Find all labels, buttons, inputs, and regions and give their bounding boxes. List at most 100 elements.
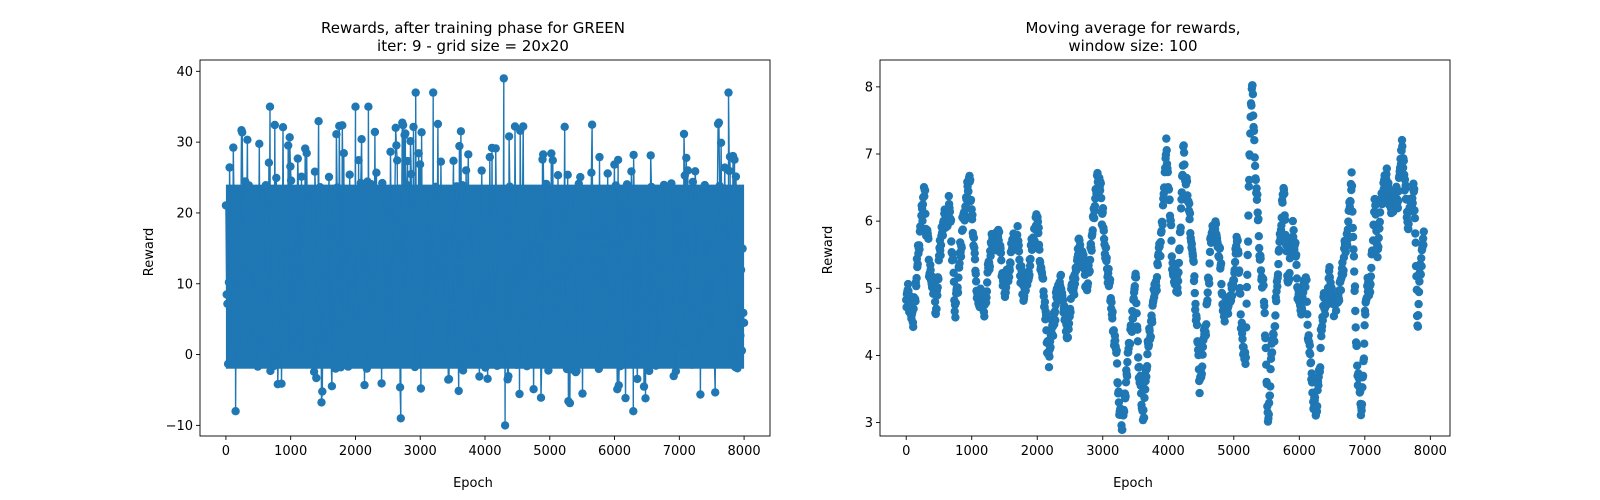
moving-average-point <box>1229 276 1239 285</box>
moving-average-point <box>1131 273 1141 282</box>
moving-average-point <box>1220 317 1229 326</box>
moving-average-point <box>1152 286 1161 295</box>
reward-point <box>300 270 309 280</box>
reward-point <box>272 173 281 183</box>
moving-average-point <box>1153 260 1163 270</box>
reward-point <box>533 299 543 308</box>
reward-point <box>498 209 507 219</box>
reward-point <box>410 362 420 372</box>
reward-point <box>379 288 388 297</box>
rewards-chart-y-tick-label: 20 <box>176 206 193 221</box>
reward-point <box>648 316 658 325</box>
reward-point <box>338 184 348 193</box>
reward-point <box>438 312 447 322</box>
reward-point <box>374 278 383 287</box>
reward-point <box>548 156 557 165</box>
reward-point <box>567 342 577 352</box>
reward-point <box>493 310 503 320</box>
reward-point <box>246 335 256 344</box>
moving-average-point <box>1191 299 1200 309</box>
reward-point <box>734 279 743 289</box>
moving-average-point <box>1056 270 1066 280</box>
reward-point <box>278 291 287 300</box>
reward-point <box>385 292 394 302</box>
moving-average-point <box>1357 406 1366 415</box>
moving-average-point <box>1132 309 1141 318</box>
moving-average-point <box>1398 142 1407 151</box>
reward-point <box>447 250 457 259</box>
moving-average-point <box>1243 237 1253 246</box>
moving-average-chart-x-tick-label: 4000 <box>1152 444 1185 459</box>
reward-point <box>592 277 601 286</box>
moving-average-point <box>1025 261 1035 270</box>
reward-point <box>435 292 444 301</box>
moving-average-point <box>1158 220 1167 229</box>
reward-point <box>682 153 691 163</box>
reward-point <box>602 260 612 269</box>
reward-point <box>383 200 392 210</box>
moving-average-point <box>1176 223 1185 232</box>
moving-average-point <box>1358 383 1367 392</box>
reward-point <box>725 166 734 176</box>
reward-point <box>705 302 715 311</box>
reward-point <box>268 230 277 239</box>
moving-average-point <box>971 269 980 279</box>
reward-point <box>494 194 503 203</box>
moving-average-point <box>1358 371 1368 380</box>
rewards-chart-y-tick-label: 30 <box>176 136 193 151</box>
reward-point <box>505 182 514 191</box>
moving-average-point <box>1205 279 1214 288</box>
reward-point <box>484 309 493 318</box>
moving-average-point <box>1265 391 1275 400</box>
reward-point <box>485 152 494 162</box>
reward-point <box>275 316 284 325</box>
reward-point <box>566 255 575 264</box>
reward-point <box>391 123 400 132</box>
reward-point <box>285 133 294 142</box>
reward-point <box>593 330 602 339</box>
moving-average-point <box>1261 334 1270 343</box>
reward-point <box>362 364 371 373</box>
rewards-chart-x-tick-label: 1000 <box>274 444 307 459</box>
reward-point <box>398 120 408 130</box>
rewards-chart-x-tick-label: 4000 <box>468 444 501 459</box>
moving-average-point <box>1005 266 1014 275</box>
reward-point <box>479 220 489 229</box>
moving-average-point <box>1352 341 1362 350</box>
rewards-chart-x-tick-label: 8000 <box>728 444 761 459</box>
moving-average-point <box>1339 266 1348 275</box>
reward-point <box>325 239 334 248</box>
reward-point <box>428 266 437 275</box>
moving-average-point <box>1236 289 1245 298</box>
reward-point <box>377 379 386 388</box>
reward-point <box>386 147 395 156</box>
moving-average-point <box>955 259 964 268</box>
reward-point <box>606 306 615 315</box>
moving-average-point <box>1274 245 1284 254</box>
moving-average-point <box>1374 242 1383 252</box>
reward-point <box>598 212 607 222</box>
reward-point <box>308 318 317 328</box>
reward-point <box>282 208 291 218</box>
reward-point <box>231 326 240 335</box>
reward-point <box>255 139 264 148</box>
reward-point <box>689 278 698 287</box>
reward-point <box>253 362 262 371</box>
moving-average-chart-x-tick-label: 2000 <box>1021 444 1054 459</box>
moving-average-point <box>1351 306 1360 316</box>
reward-point <box>293 154 302 163</box>
reward-point <box>429 339 438 348</box>
moving-average-point <box>1162 146 1171 155</box>
reward-point <box>234 259 243 268</box>
reward-point <box>270 120 279 130</box>
reward-point <box>647 182 656 192</box>
reward-point <box>448 198 457 208</box>
moving-average-point <box>986 251 995 261</box>
reward-point <box>312 358 322 367</box>
moving-average-point <box>1203 296 1212 305</box>
moving-average-point <box>980 312 989 321</box>
reward-point <box>280 282 289 291</box>
moving-average-point <box>1108 307 1117 317</box>
moving-average-point <box>1205 259 1214 268</box>
